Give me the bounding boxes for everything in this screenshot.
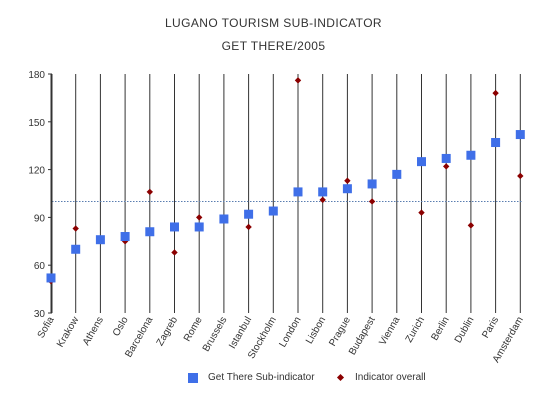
point-indicator-overall-amsterdam bbox=[517, 172, 524, 180]
point-get-there-athens bbox=[95, 235, 105, 245]
x-label-paris: Paris bbox=[480, 315, 501, 340]
legend-item-get-there: Get There Sub-indicator bbox=[188, 372, 315, 383]
point-indicator-overall-krakow bbox=[72, 225, 79, 232]
point-indicator-overall-lisbon bbox=[319, 196, 326, 204]
x-label-athens: Athens bbox=[81, 315, 106, 347]
x-label-prague: Prague bbox=[327, 315, 353, 349]
x-label-istanbul: Istanbul bbox=[227, 315, 254, 351]
point-get-there-berlin bbox=[441, 153, 451, 163]
point-get-there-brussels bbox=[219, 214, 229, 224]
x-label-lisbon: Lisbon bbox=[304, 315, 328, 346]
point-indicator-overall-prague bbox=[344, 177, 351, 184]
legend-label-indicator-overall: Indicator overall bbox=[355, 372, 426, 383]
point-get-there-lisbon bbox=[318, 187, 328, 197]
point-get-there-barcelona bbox=[145, 227, 155, 237]
y-tick-label-30: 30 bbox=[34, 309, 46, 320]
x-label-london: London bbox=[277, 315, 303, 349]
point-get-there-krakow bbox=[71, 244, 81, 254]
point-get-there-vienna bbox=[392, 169, 402, 179]
y-tick-label-180: 180 bbox=[28, 70, 45, 81]
point-get-there-zagreb bbox=[170, 222, 179, 232]
point-get-there-zurich bbox=[417, 157, 426, 167]
point-indicator-overall-istanbul bbox=[245, 223, 252, 231]
point-indicator-overall-paris bbox=[492, 89, 499, 97]
point-indicator-overall-barcelona bbox=[146, 188, 153, 196]
legend: Get There Sub-indicator Indicator overal… bbox=[0, 372, 547, 388]
series-get-there bbox=[46, 130, 525, 283]
point-indicator-overall-berlin bbox=[443, 163, 450, 170]
x-label-berlin: Berlin bbox=[429, 315, 451, 343]
x-label-vienna: Vienna bbox=[377, 315, 402, 348]
legend-square-marker bbox=[188, 372, 198, 383]
point-get-there-sofia bbox=[46, 273, 56, 283]
y-tick-label-120: 120 bbox=[28, 166, 45, 177]
point-get-there-london bbox=[293, 187, 303, 197]
x-label-dublin: Dublin bbox=[453, 315, 477, 345]
point-get-there-paris bbox=[491, 138, 501, 148]
point-get-there-istanbul bbox=[244, 209, 254, 219]
point-indicator-overall-zagreb bbox=[171, 249, 178, 256]
point-indicator-overall-budapest bbox=[368, 198, 376, 205]
x-label-zagreb: Zagreb bbox=[155, 315, 181, 348]
point-get-there-amsterdam bbox=[515, 130, 525, 140]
x-label-krakow: Krakow bbox=[55, 314, 82, 349]
category-lines bbox=[50, 74, 521, 313]
legend-diamond-marker bbox=[336, 373, 345, 382]
chart-title: LUGANO TOURISM SUB-INDICATOR bbox=[164, 16, 382, 30]
x-label-zurich: Zurich bbox=[404, 315, 427, 345]
point-get-there-dublin bbox=[466, 150, 476, 160]
x-label-brussels: Brussels bbox=[201, 315, 230, 354]
point-indicator-overall-zurich bbox=[418, 209, 425, 216]
point-indicator-overall-dublin bbox=[467, 222, 475, 229]
point-get-there-stockholm bbox=[268, 206, 278, 216]
point-indicator-overall-london bbox=[294, 77, 302, 84]
point-get-there-oslo bbox=[120, 232, 130, 242]
legend-label-get-there: Get There Sub-indicator bbox=[208, 372, 315, 383]
point-get-there-rome bbox=[194, 222, 204, 232]
y-tick-label-60: 60 bbox=[34, 261, 46, 272]
y-tick-label-90: 90 bbox=[34, 213, 46, 224]
x-label-rome: Rome bbox=[182, 315, 205, 344]
point-get-there-prague bbox=[342, 184, 352, 194]
chart-subtitle: GET THERE/2005 bbox=[221, 39, 326, 53]
y-tick-label-150: 150 bbox=[28, 118, 45, 129]
series-indicator-overall bbox=[47, 77, 524, 285]
legend-item-indicator-overall: Indicator overall bbox=[336, 372, 426, 383]
x-label-oslo: Oslo bbox=[111, 315, 131, 339]
y-axis: 30 60 90 120 150 180 bbox=[28, 70, 53, 320]
point-get-there-budapest bbox=[367, 179, 377, 189]
point-indicator-overall-rome bbox=[196, 214, 203, 221]
